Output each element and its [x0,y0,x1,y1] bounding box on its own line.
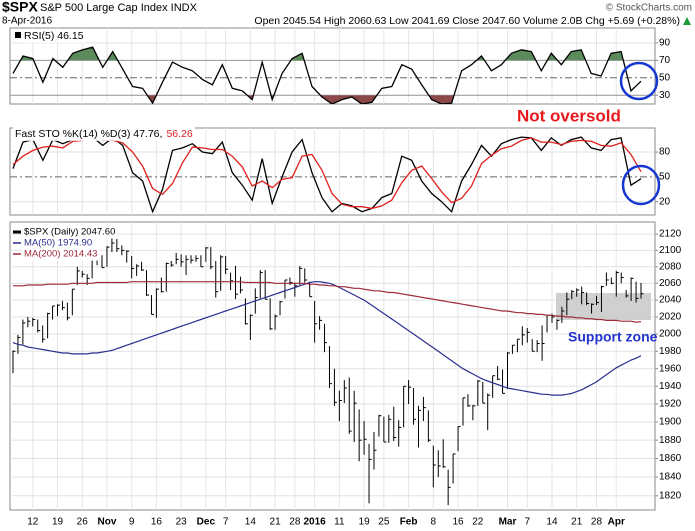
x-tick-label: 7 [524,517,530,528]
x-tick-label: 28 [591,517,603,528]
x-tick-label: 8 [431,517,437,528]
x-tick-label: 2016 [304,517,327,528]
x-tick-label: Nov [97,517,116,528]
index-name: S&P 500 Large Cap Index INDX [40,2,198,14]
x-tick-label: 12 [27,517,39,528]
plot-area [12,136,642,214]
panel [9,221,656,511]
x-tick-label: Dec [197,517,216,528]
y-tick-label: 1940 [659,381,682,392]
panel-title: RSI(5) 46.15 [24,30,84,42]
x-tick-label: Apr [608,517,625,528]
y-tick-label: 2120 [659,229,682,240]
x-tick-label: 21 [270,517,282,528]
x-tick-label: 7 [223,517,229,528]
label-box [22,236,95,250]
y-tick-label: 1960 [659,363,682,374]
label-box [164,126,195,141]
label-box [13,126,165,141]
x-tick-label: 25 [378,517,390,528]
symbol: $SPX [2,0,38,15]
highlight-circle [619,61,659,101]
y-tick-label: 1880 [659,435,682,446]
oversold-fill [13,95,641,104]
x-tick-label: 23 [176,517,188,528]
date: 8-Apr-2016 [2,16,52,27]
plot-area [12,237,644,506]
y-tick-label: 2060 [659,278,682,289]
support-zone [556,293,651,320]
x-tick-label: 11 [334,517,345,528]
y-tick-label: 20 [659,196,671,207]
panel [9,27,656,105]
y-tick-label: 50 [659,72,671,83]
x-tick-label: 14 [245,517,257,528]
label-box [22,225,118,239]
y-tick-label: 1820 [659,490,682,501]
x-tick-label: 9 [129,517,135,528]
x-tick-label: 22 [472,517,484,528]
x-tick-label: 26 [77,517,89,528]
y-tick-label: 2000 [659,329,682,340]
y-tick-label: 1840 [659,472,682,483]
label-box [22,247,100,261]
legend-label: 56.26 [166,128,192,140]
series-line [13,281,642,323]
source: © StockCharts.com [606,3,692,14]
y-tick-label: 2080 [659,261,682,272]
legend-label: MA(200) 2014.43 [24,249,97,260]
x-tick-label: 16 [452,517,464,528]
y-tick-label: 30 [659,90,671,101]
y-tick-label: 70 [659,55,671,66]
highlight-circle [621,164,661,206]
y-tick-label: 50 [659,172,671,183]
title-icon [15,32,21,38]
up-arrow [683,17,691,25]
quote: Open 2045.54 High 2060.63 Low 2041.69 Cl… [254,15,680,27]
y-tick-label: 2100 [659,245,682,256]
y-tick-label: 1920 [659,399,682,410]
x-tick-label: 19 [359,517,371,528]
series-line [12,137,642,210]
x-tick-label: 19 [52,517,64,528]
x-tick-label: 14 [546,517,558,528]
series-line [12,281,642,396]
y-tick-label: 1900 [659,417,682,428]
legend-label: $SPX (Daily) 2047.60 [24,227,115,238]
legend-label: MA(50) 1974.90 [24,238,92,249]
y-tick-label: 2040 [659,295,682,306]
annotation: Not oversold [517,106,621,125]
y-tick-label: 1980 [659,346,682,357]
y-tick-label: 1860 [659,453,682,464]
x-tick-label: 16 [151,517,163,528]
y-tick-label: 90 [659,37,671,48]
x-tick-label: 28 [289,517,301,528]
series-line [12,46,642,104]
x-tick-label: Mar [499,517,517,528]
y-tick-label: 80 [659,147,671,158]
x-tick-label: Feb [400,517,418,528]
legend-label: Fast STO %K(14) %D(3) 47.76, [15,128,162,140]
annotation: Support zone [568,329,658,345]
x-tick-label: 21 [571,517,583,528]
label-box [22,28,86,43]
y-tick-label: 2020 [659,312,682,323]
overbought-fill [13,47,641,61]
plot-area [12,46,642,104]
